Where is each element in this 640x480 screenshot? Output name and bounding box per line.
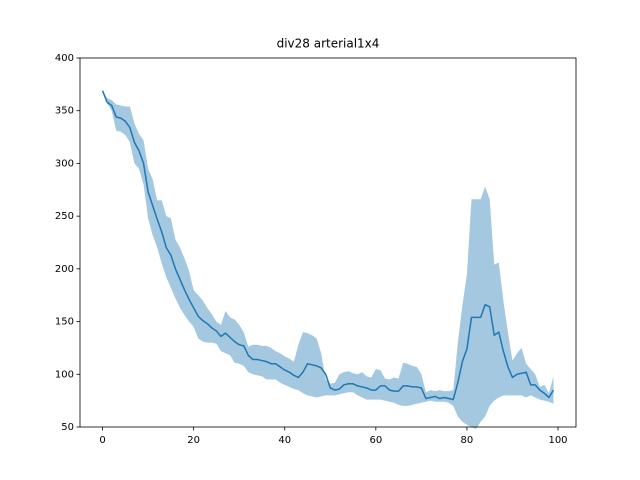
line [101, 90, 555, 401]
plot-frame [79, 57, 577, 428]
x-tick-label: 40 [278, 435, 291, 446]
y-tick-label: 350 [55, 106, 74, 117]
x-tick-label: 100 [548, 435, 567, 446]
y-tick-label: 250 [55, 211, 74, 222]
y-tick-label: 100 [55, 369, 74, 380]
y-tick-label: 300 [55, 158, 74, 169]
y-tick-label: 150 [55, 317, 74, 328]
x-tick-label: 0 [99, 435, 105, 446]
band [102, 90, 554, 430]
x-tick-label: 20 [187, 435, 200, 446]
chart-title: div28 arterial1x4 [277, 37, 380, 51]
y-tick-label: 200 [55, 264, 74, 275]
y-tick-label: 50 [61, 422, 74, 433]
y-tick-label: 400 [55, 53, 74, 64]
x-tick-label: 80 [461, 435, 474, 446]
x-tick-label: 60 [369, 435, 382, 446]
